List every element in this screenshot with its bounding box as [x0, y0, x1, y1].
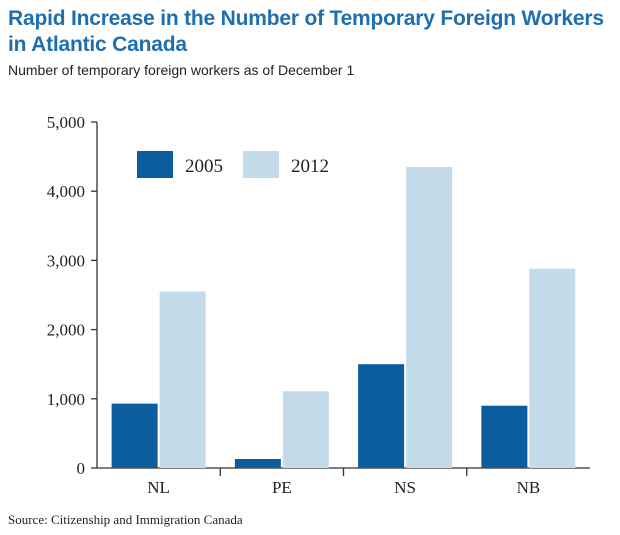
- y-tick-label: 4,000: [47, 182, 85, 201]
- bar-2005-nb: [481, 405, 528, 468]
- chart-title: Rapid Increase in the Number of Temporar…: [8, 7, 604, 56]
- source-note: Source: Citizenship and Immigration Cana…: [8, 512, 243, 527]
- bar-2012-pe: [282, 391, 329, 468]
- legend-label-2005: 2005: [185, 156, 223, 177]
- legend-swatch-2005: [137, 151, 173, 178]
- bar-2012-nl: [159, 291, 206, 468]
- legend-swatch-2012: [243, 151, 279, 178]
- bar-chart: 0 1,000 2,000 3,000 4,000 5,000 NL PE NS NB 2005 20…: [47, 113, 590, 497]
- bar-2005-ns: [358, 364, 405, 468]
- y-tick-label: 5,000: [47, 113, 85, 132]
- legend-label-2012: 2012: [291, 156, 329, 177]
- x-tick-label: NB: [517, 478, 541, 497]
- y-tick-label: 0: [77, 459, 86, 478]
- x-tick-label: NS: [394, 478, 416, 497]
- bar-2005-nl: [111, 403, 158, 468]
- bar-2005-pe: [234, 459, 281, 468]
- y-tick-label: 3,000: [47, 251, 85, 270]
- y-tick-label: 1,000: [47, 390, 85, 409]
- bar-2012-nb: [529, 268, 576, 468]
- chart-subtitle: Number of temporary foreign workers as o…: [8, 62, 355, 78]
- y-tick-label: 2,000: [47, 321, 85, 340]
- bar-2012-ns: [406, 166, 453, 469]
- x-tick-label: PE: [272, 478, 292, 497]
- x-tick-label: NL: [147, 478, 170, 497]
